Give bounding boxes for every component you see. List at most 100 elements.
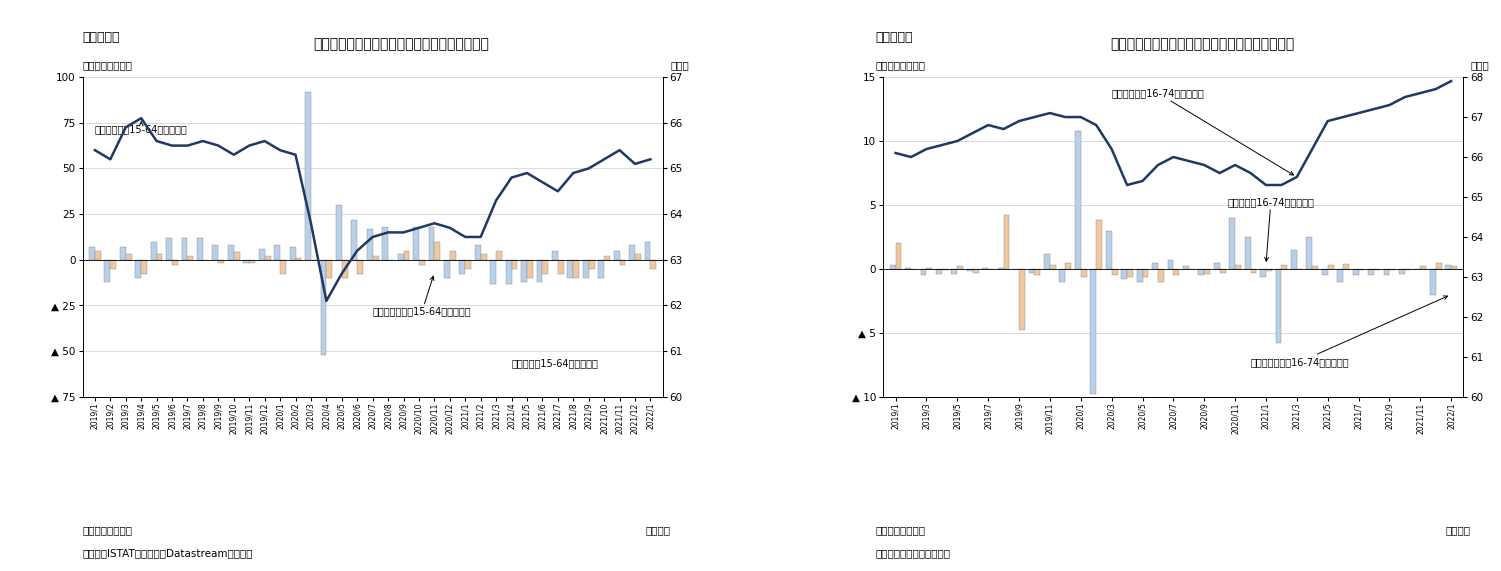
Bar [635, 254, 641, 260]
Bar [305, 92, 311, 260]
Bar [480, 254, 486, 260]
Bar [182, 238, 188, 260]
Bar [1090, 269, 1096, 395]
Text: （図表８）: （図表８） [875, 31, 913, 45]
Bar [896, 243, 902, 269]
Bar [1112, 269, 1118, 275]
Bar [937, 269, 943, 274]
Bar [357, 260, 363, 275]
Bar [173, 260, 179, 266]
Bar [943, 269, 947, 270]
Bar [650, 260, 656, 269]
Bar [351, 220, 357, 260]
Bar [342, 260, 348, 278]
Bar [1322, 269, 1328, 275]
Bar [614, 251, 620, 260]
Bar [1081, 269, 1087, 276]
Bar [973, 269, 979, 273]
Bar [1136, 269, 1142, 282]
Bar [1265, 269, 1271, 271]
Bar [1049, 265, 1055, 269]
Bar [1229, 218, 1235, 269]
Bar [474, 245, 480, 260]
Bar [890, 265, 896, 269]
Bar [419, 260, 425, 266]
Bar [998, 268, 1004, 269]
Bar [228, 245, 234, 260]
Bar [1306, 237, 1312, 269]
Bar [450, 251, 456, 260]
Bar [1157, 269, 1163, 282]
Bar [234, 252, 240, 260]
Bar [281, 260, 285, 275]
Bar [1358, 269, 1364, 270]
Bar [1045, 254, 1049, 269]
Text: （資料）ISTATのデータをDatastreamより取得: （資料）ISTATのデータをDatastreamより取得 [83, 548, 254, 558]
Bar [1004, 215, 1010, 269]
Bar [264, 256, 270, 260]
Bar [603, 256, 609, 260]
Bar [926, 268, 932, 269]
Bar [552, 251, 558, 260]
Bar [413, 227, 419, 260]
Bar [1276, 269, 1282, 343]
Bar [120, 247, 126, 260]
Bar [1390, 269, 1396, 270]
Bar [1445, 265, 1451, 269]
Bar [296, 258, 302, 260]
Bar [506, 260, 512, 284]
Bar [1343, 264, 1349, 269]
Bar [952, 269, 958, 274]
Bar [491, 260, 497, 284]
Bar [1121, 269, 1127, 279]
Bar [521, 260, 527, 282]
Bar [383, 227, 389, 260]
Text: （％）: （％） [671, 60, 689, 70]
Bar [1430, 269, 1435, 295]
Text: （資料）ポルトガル統計局: （資料）ポルトガル統計局 [875, 548, 950, 558]
Bar [1282, 265, 1288, 269]
Text: 非労働者人口（16-74才）の変化: 非労働者人口（16-74才）の変化 [1250, 296, 1447, 367]
Bar [1420, 267, 1426, 269]
Bar [905, 268, 911, 269]
Bar [1183, 267, 1189, 269]
Bar [1066, 263, 1072, 269]
Bar [982, 268, 988, 269]
Bar [398, 254, 404, 260]
Bar [111, 260, 116, 269]
Bar [1142, 269, 1148, 276]
Bar [167, 238, 173, 260]
Text: 非労働者人口（15-64才）の変化: 非労働者人口（15-64才）の変化 [372, 276, 471, 317]
Bar [582, 260, 588, 278]
Bar [527, 260, 533, 278]
Bar [1261, 269, 1265, 276]
Bar [1019, 269, 1025, 331]
Bar [95, 251, 101, 260]
Bar [258, 249, 264, 260]
Bar [497, 251, 501, 260]
Text: 失業者数（16-74才）の変化: 失業者数（16-74才）の変化 [1228, 197, 1315, 262]
Bar [141, 260, 147, 275]
Bar [326, 260, 332, 278]
Text: （注）季節調整値: （注）季節調整値 [83, 525, 132, 536]
Bar [1337, 269, 1343, 282]
Text: （前月差、万人）: （前月差、万人） [83, 60, 132, 70]
Bar [404, 251, 410, 260]
Bar [444, 260, 450, 278]
Bar [512, 260, 518, 269]
Bar [1127, 269, 1133, 276]
Bar [188, 256, 194, 260]
Bar [1373, 269, 1379, 270]
Bar [588, 260, 594, 269]
Bar [629, 245, 635, 260]
Bar [1367, 269, 1373, 275]
Bar [1244, 237, 1250, 269]
Bar [105, 260, 111, 282]
Bar [1451, 267, 1457, 269]
Bar [213, 245, 218, 260]
Bar [542, 260, 548, 275]
Bar [1106, 231, 1112, 269]
Bar [135, 260, 141, 278]
Bar [967, 269, 973, 271]
Text: 労働参加率（16-74才、右軸）: 労働参加率（16-74才、右軸） [1112, 89, 1294, 175]
